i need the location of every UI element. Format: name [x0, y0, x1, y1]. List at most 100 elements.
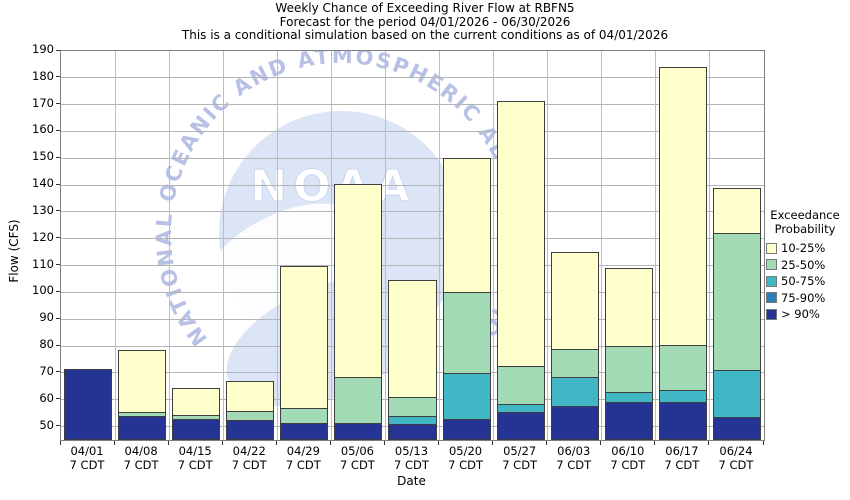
y-tick-label: 120: [32, 229, 54, 244]
x-tick-label: 05/06 7 CDT: [330, 444, 384, 472]
x-tick-label: 05/27 7 CDT: [493, 444, 547, 472]
y-tick-label: 130: [32, 202, 54, 217]
y-tick-mark: [56, 398, 60, 400]
x-tick-label: 04/22 7 CDT: [222, 444, 276, 472]
x-tick-label: 04/01 7 CDT: [60, 444, 114, 472]
y-axis-title: Flow (CFS): [7, 219, 21, 283]
x-tick-mark: [708, 441, 710, 445]
y-tick-label: 140: [32, 176, 54, 191]
x-tick-date: 04/08: [124, 444, 158, 458]
x-tick-label: 05/20 7 CDT: [439, 444, 493, 472]
x-tick-date: 04/22: [232, 444, 266, 458]
x-tick-date: 04/15: [178, 444, 212, 458]
h-gridline: [61, 130, 764, 132]
x-tick-time: 7 CDT: [339, 457, 375, 472]
x-tick-date: 04/29: [286, 444, 320, 458]
y-tick-mark: [56, 237, 60, 239]
bar-segment: [172, 418, 221, 440]
x-tick-time: 7 CDT: [177, 457, 213, 472]
x-tick-time: 7 CDT: [610, 457, 646, 472]
y-tick-label: 110: [32, 256, 54, 271]
v-gridline: [114, 51, 116, 440]
x-tick-date: 06/24: [719, 444, 753, 458]
bar-segment: [118, 415, 167, 440]
h-gridline: [61, 104, 764, 106]
x-tick-mark: [383, 441, 385, 445]
v-gridline: [655, 51, 657, 440]
legend-item-label: > 90%: [781, 307, 820, 322]
bar-segment: [442, 418, 491, 440]
bar-segment: [658, 402, 707, 440]
y-tick-mark: [56, 317, 60, 319]
x-tick-date: 05/06: [340, 444, 374, 458]
v-gridline: [547, 51, 549, 440]
v-gridline: [168, 51, 170, 440]
x-tick-time: 7 CDT: [556, 457, 592, 472]
legend-item: 50-75%: [766, 273, 850, 290]
x-tick-time: 7 CDT: [502, 457, 538, 472]
legend-swatch: [766, 259, 777, 271]
y-tick-label: 50: [39, 417, 54, 432]
x-tick-time: 7 CDT: [394, 457, 429, 472]
y-tick-label: 80: [39, 337, 54, 352]
h-gridline: [61, 157, 764, 159]
y-tick-mark: [56, 210, 60, 212]
legend-title-line2: Probability: [774, 222, 836, 236]
h-gridline: [61, 77, 764, 79]
x-tick-date: 06/03: [557, 444, 591, 458]
y-tick-label: 90: [39, 310, 54, 325]
y-tick-mark: [56, 129, 60, 131]
x-tick-mark: [59, 441, 61, 445]
legend-item-label: 25-50%: [781, 257, 826, 272]
y-tick-mark: [56, 290, 60, 292]
bar-segment: [280, 422, 329, 440]
x-tick-label: 05/13 7 CDT: [384, 444, 438, 472]
x-tick-mark: [762, 441, 764, 445]
legend: Exceedance Probability 10-25% 25-50% 50-75…: [760, 208, 850, 323]
legend-swatch: [766, 308, 777, 320]
x-tick-mark: [492, 441, 494, 445]
x-tick-label: 06/17 7 CDT: [655, 444, 709, 472]
legend-title-line1: Exceedance: [770, 208, 840, 222]
y-tick-label: 160: [32, 122, 54, 137]
v-gridline: [439, 51, 441, 440]
bar-segment: [496, 411, 545, 440]
x-tick-date: 06/17: [665, 444, 699, 458]
legend-item: 25-50%: [766, 257, 850, 274]
x-tick-time: 7 CDT: [718, 457, 754, 472]
legend-item-label: 75-90%: [781, 290, 826, 305]
bar-segment: [550, 406, 599, 440]
x-tick-mark: [546, 441, 548, 445]
x-tick-time: 7 CDT: [285, 457, 321, 472]
x-tick-mark: [113, 441, 115, 445]
chart-title-line1: Weekly Chance of Exceeding River Flow at…: [275, 1, 575, 15]
x-tick-date: 05/13: [394, 444, 429, 458]
h-gridline: [61, 184, 764, 186]
plot-area: NOAA NATIONAL OCEANIC AND ATMOSPHERIC AD…: [60, 50, 765, 441]
v-gridline: [222, 51, 224, 440]
y-tick-mark: [56, 371, 60, 373]
legend-title: Exceedance Probability: [760, 208, 850, 236]
legend-item-label: 10-25%: [781, 241, 826, 256]
v-gridline: [709, 51, 711, 440]
y-tick-label: 100: [32, 283, 54, 298]
y-tick-label: 60: [39, 390, 54, 405]
v-gridline: [330, 51, 332, 440]
bar-segment: [712, 417, 761, 440]
x-tick-label: 04/29 7 CDT: [276, 444, 330, 472]
x-tick-date: 05/27: [503, 444, 537, 458]
h-gridline: [61, 211, 764, 213]
h-gridline: [61, 238, 764, 240]
x-tick-mark: [167, 441, 169, 445]
y-tick-mark: [56, 49, 60, 51]
x-tick-time: 7 CDT: [123, 457, 159, 472]
chart-title-block: Weekly Chance of Exceeding River Flow at…: [0, 1, 850, 43]
v-gridline: [384, 51, 386, 440]
x-tick-mark: [654, 441, 656, 445]
y-tick-mark: [56, 103, 60, 105]
x-tick-label: 04/15 7 CDT: [168, 444, 222, 472]
legend-item-label: 50-75%: [781, 274, 826, 289]
x-tick-time: 7 CDT: [448, 457, 483, 472]
x-tick-time: 7 CDT: [664, 457, 700, 472]
